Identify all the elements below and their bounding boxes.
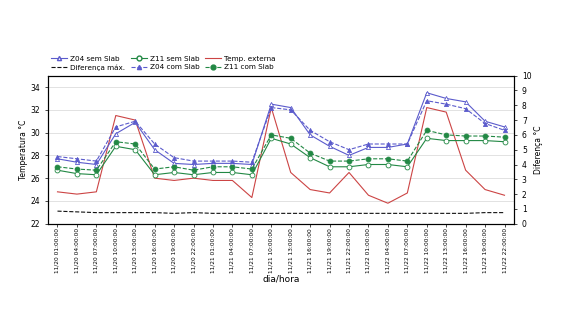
Y-axis label: Temperatura °C: Temperatura °C: [19, 119, 28, 180]
X-axis label: dia/hora: dia/hora: [262, 274, 300, 283]
Legend: Z04 sem Slab, Diferença máx., Z11 sem Slab, Z04 com Slab, Temp. externa, Z11 com: Z04 sem Slab, Diferença máx., Z11 sem Sl…: [51, 56, 275, 71]
Y-axis label: Diferença °C: Diferença °C: [534, 125, 543, 174]
